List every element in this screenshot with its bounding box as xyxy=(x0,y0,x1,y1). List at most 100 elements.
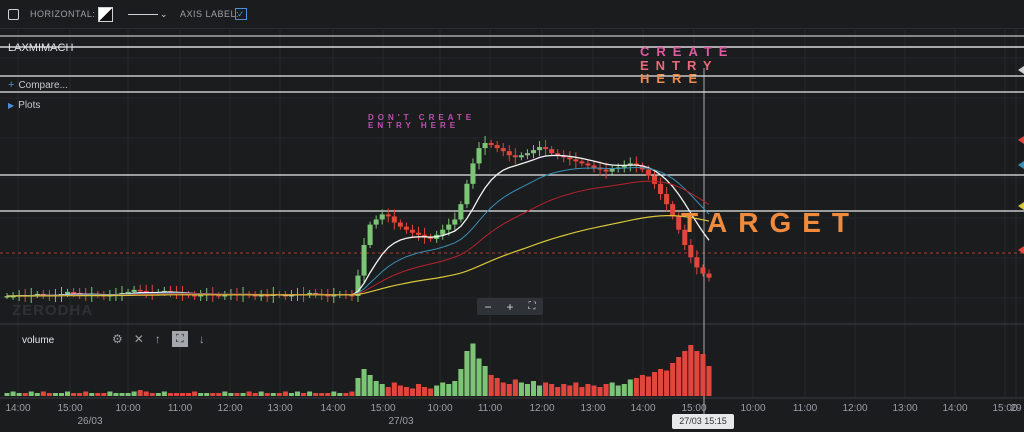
candle-body xyxy=(34,293,40,296)
candle-body xyxy=(549,149,555,154)
candle-body xyxy=(355,275,361,296)
volume-bar xyxy=(264,393,270,396)
volume-bar xyxy=(609,382,615,396)
candle-body xyxy=(476,148,482,164)
volume-bar xyxy=(276,393,282,396)
volume-bar xyxy=(113,393,119,396)
axis-tick-label: 11:00 xyxy=(793,403,818,414)
candle-body xyxy=(700,267,706,274)
volume-bar xyxy=(688,345,694,396)
volume-bar xyxy=(137,390,143,396)
line-style-select[interactable]: ⌄ xyxy=(122,0,168,28)
volume-bar xyxy=(585,384,591,396)
volume-bar xyxy=(391,382,397,396)
candle-body xyxy=(585,163,591,166)
triangle-right-icon: ▶ xyxy=(8,101,15,110)
axis-label-checkbox[interactable]: ✓ xyxy=(235,8,247,20)
candle-body xyxy=(313,292,319,295)
drawing-toolbar: HORIZONTAL: ⌄ AXIS LABEL: ✓ xyxy=(0,0,1024,29)
volume-bar xyxy=(639,375,645,396)
candle-body xyxy=(621,165,627,168)
volume-bar xyxy=(567,385,573,396)
arrow-down-icon[interactable]: ↓ xyxy=(198,332,205,346)
volume-bar xyxy=(301,393,307,396)
candle-body xyxy=(488,143,494,146)
volume-bar xyxy=(658,369,664,396)
annotation-create: CREATE ENTRY HERE xyxy=(640,44,735,87)
volume-bar xyxy=(409,388,415,396)
gear-icon[interactable]: ⚙ xyxy=(112,332,123,346)
volume-bar xyxy=(512,379,518,396)
candle-body xyxy=(494,145,500,149)
volume-bar xyxy=(222,391,228,396)
volume-bar xyxy=(415,384,422,396)
plots-button[interactable]: ▶ Plots xyxy=(8,100,41,111)
volume-bar xyxy=(46,393,52,396)
volume-bar xyxy=(228,393,234,396)
candle-body xyxy=(537,147,543,151)
volume-bar xyxy=(282,391,288,396)
fullscreen-icon[interactable]: ⛶ xyxy=(171,331,188,347)
candle-body xyxy=(688,245,694,258)
candle-body xyxy=(518,155,524,158)
price-marker xyxy=(1018,66,1024,74)
axis-tick-label: 12:00 xyxy=(529,403,554,414)
price-chart[interactable]: 14:00 15:00 10:00 11:00 12:00 13:00 14:00 15:00… xyxy=(0,28,1024,432)
color-swatch-button[interactable] xyxy=(92,0,113,28)
volume-bar xyxy=(482,366,488,396)
crosshair-date-label: 27/03 15:15 xyxy=(672,414,734,429)
volume-bar xyxy=(397,385,403,396)
close-icon[interactable]: ✕ xyxy=(133,332,144,346)
axis-date-label: 26/03 xyxy=(77,416,102,427)
candle-body xyxy=(645,169,651,176)
annotation-dont-create: DON'T CREATE ENTRY HERE xyxy=(368,113,476,131)
volume-bar xyxy=(561,384,567,396)
zoom-out-button[interactable]: − xyxy=(484,299,492,314)
volume-bar xyxy=(252,393,258,396)
volume-bar xyxy=(470,343,476,396)
volume-bar xyxy=(603,384,609,396)
volume-bar xyxy=(307,391,313,396)
candle-body xyxy=(385,214,391,217)
volume-bar xyxy=(500,382,506,396)
compare-button[interactable]: + Compare... xyxy=(8,79,68,91)
volume-bar xyxy=(288,393,294,396)
volume-bar xyxy=(173,393,179,396)
volume-bar xyxy=(676,357,682,396)
export-icon[interactable] xyxy=(8,0,19,28)
candle-body xyxy=(222,294,228,297)
axis-date-label: 27/03 xyxy=(388,416,413,427)
zoom-in-button[interactable]: + xyxy=(506,299,514,314)
candle-body xyxy=(506,151,512,156)
volume-bar xyxy=(343,393,349,396)
candle-body xyxy=(349,294,355,297)
volume-bar xyxy=(34,393,40,396)
candle-body xyxy=(428,236,434,239)
candle-body xyxy=(482,143,488,149)
price-marker xyxy=(1018,161,1024,169)
volume-bar xyxy=(331,391,337,396)
volume-bar xyxy=(543,382,549,396)
axis-tick-label: 12:00 xyxy=(842,403,867,414)
arrow-up-icon[interactable]: ↑ xyxy=(154,332,161,346)
axis-tick-label: 10:00 xyxy=(427,403,452,414)
volume-bar xyxy=(367,375,373,396)
volume-bar xyxy=(555,387,561,396)
candle-body xyxy=(325,294,331,297)
volume-bar xyxy=(621,384,627,396)
volume-bar xyxy=(71,393,77,396)
axis-tick-label: 14:00 xyxy=(5,403,30,414)
volume-bar xyxy=(664,370,670,396)
volume-bar xyxy=(58,393,65,396)
reset-zoom-button[interactable]: ⛶ xyxy=(528,301,536,312)
candle-body xyxy=(446,224,452,230)
volume-bar xyxy=(16,393,22,396)
axis-tick-label: 15:00 xyxy=(992,403,1017,414)
candle-body xyxy=(4,296,10,298)
candle-body xyxy=(694,257,700,268)
candle-body xyxy=(543,147,549,150)
axis-tick-label: 13:00 xyxy=(580,403,605,414)
volume-bar xyxy=(361,369,367,396)
volume-bar xyxy=(216,393,222,396)
volume-bar xyxy=(494,378,500,396)
